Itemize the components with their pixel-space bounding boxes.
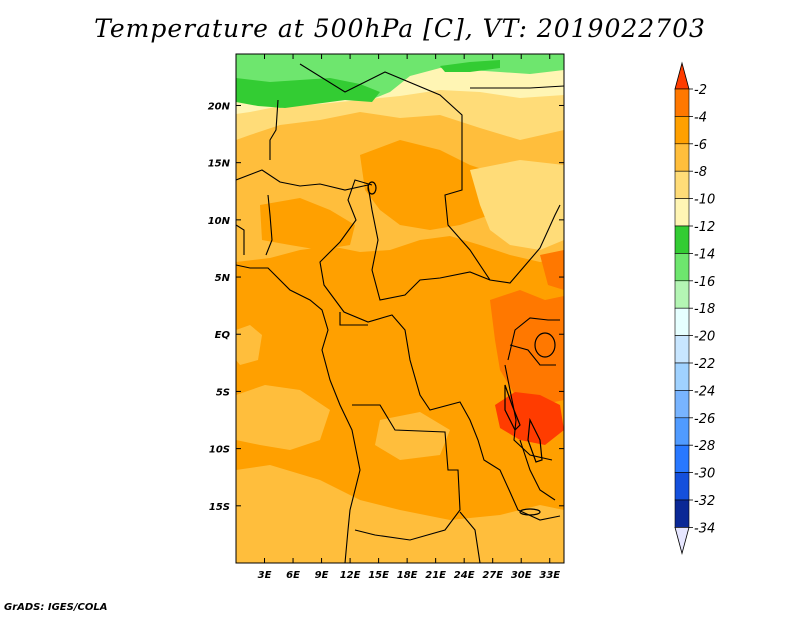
colorbar-label: -26 xyxy=(694,412,715,427)
x-tick-label: 15E xyxy=(368,570,389,581)
y-tick-label: 15S xyxy=(209,502,230,513)
y-tick-label: 5N xyxy=(215,273,231,284)
colorbar-box xyxy=(674,390,690,419)
colorbar-box xyxy=(674,225,690,254)
border-angola xyxy=(352,404,461,541)
colorbar-label: -6 xyxy=(694,138,707,153)
border-congo xyxy=(319,179,561,521)
colorbar-box xyxy=(674,143,690,172)
x-tick-label: 21E xyxy=(425,570,446,581)
y-tick-label: 10N xyxy=(208,216,231,227)
border-mali xyxy=(269,99,279,160)
y-tick-label: 10S xyxy=(209,445,230,456)
border-west-small xyxy=(236,224,245,255)
colorbar-label: -24 xyxy=(694,384,715,399)
colorbar-label: -18 xyxy=(694,302,715,317)
lakes xyxy=(367,181,556,516)
colorbar-label: -4 xyxy=(694,110,707,125)
colorbar-box xyxy=(674,362,690,391)
field-region-orange-chad xyxy=(360,140,510,230)
border-central xyxy=(236,169,491,301)
colorbar-box xyxy=(674,335,690,364)
x-tick-label: 3E xyxy=(258,570,272,581)
colorbar-label: -10 xyxy=(694,193,715,208)
lake-kariba xyxy=(519,508,541,516)
border-northern xyxy=(299,63,561,284)
y-axis: 20N 15N 10N 5N EQ 5S 10S 15S xyxy=(208,101,564,513)
field-region-green-2 xyxy=(440,60,500,72)
colorbar-box xyxy=(674,444,690,473)
colorbar-top-triangle xyxy=(674,61,690,90)
colorbar-box xyxy=(674,472,690,501)
border-benin xyxy=(265,194,273,256)
border-zambia xyxy=(459,511,481,563)
x-tick-label: 6E xyxy=(286,570,300,581)
x-tick-label: 12E xyxy=(340,570,361,581)
colorbar-label: -30 xyxy=(694,467,715,482)
x-tick-label: 18E xyxy=(397,570,418,581)
field-region-pale-sudan xyxy=(470,160,564,250)
colorbar-box xyxy=(674,280,690,309)
temperature-field xyxy=(236,54,564,563)
colorbar-label: -22 xyxy=(694,357,715,372)
colorbar-box xyxy=(674,88,690,117)
border-malawi xyxy=(519,439,556,501)
border-gabon xyxy=(339,312,368,326)
x-tick-label: 33E xyxy=(539,570,560,581)
x-axis: 3E 6E 9E 12E 15E 18E 21E 24E 27E 30E 33E xyxy=(258,54,560,581)
colorbar-bottom-triangle xyxy=(674,527,690,555)
colorbar-label: -34 xyxy=(694,521,715,536)
colorbar-label: -2 xyxy=(694,83,707,98)
border-egypt xyxy=(470,85,564,89)
field-region-light-south xyxy=(236,465,564,563)
y-tick-label: EQ xyxy=(215,330,231,341)
colorbar-box xyxy=(674,253,690,282)
field-region-light-2 xyxy=(236,385,330,450)
field-region-light-1 xyxy=(236,325,262,365)
border-east-2 xyxy=(509,344,556,366)
grads-credit: GrADS: IGES/COLA xyxy=(4,602,108,613)
colorbar-label: -14 xyxy=(694,247,715,262)
colorbar-label: -32 xyxy=(694,494,715,509)
map-frame xyxy=(235,53,565,564)
x-tick-label: 30E xyxy=(511,570,532,581)
lake-chad xyxy=(367,181,377,195)
colorbar-label: -8 xyxy=(694,165,707,180)
colorbar-box xyxy=(674,116,690,145)
coastline-west xyxy=(236,264,361,563)
x-tick-label: 24E xyxy=(454,570,475,581)
colorbar-box xyxy=(674,170,690,199)
field-region-warm-north xyxy=(540,250,564,290)
x-tick-label: 9E xyxy=(315,570,329,581)
colorbar: -2 -4 -6 -8 -10 -12 -14 -16 -18 -20 -22 -24 -26 -28 -3… xyxy=(674,61,715,555)
y-tick-label: 15N xyxy=(208,159,231,170)
lake-tanganyika xyxy=(504,384,521,432)
field-region-orange-north xyxy=(260,198,355,250)
field-region-warm xyxy=(490,290,564,405)
y-tick-label: 20N xyxy=(208,101,231,112)
field-region-light-3 xyxy=(375,412,450,460)
colorbar-box xyxy=(674,499,690,528)
colorbar-label: -20 xyxy=(694,330,715,345)
y-tick-label: 5S xyxy=(216,387,230,398)
field-region-green xyxy=(236,78,380,108)
lake-malawi xyxy=(527,417,543,463)
colorbar-label: -16 xyxy=(694,275,715,290)
lake-victoria xyxy=(534,332,556,358)
colorbar-box xyxy=(674,417,690,446)
map-title: Temperature at 500hPa [C], VT: 201902270… xyxy=(94,14,706,43)
colorbar-box xyxy=(674,307,690,336)
colorbar-label: -28 xyxy=(694,439,715,454)
border-east-1 xyxy=(507,317,560,361)
x-tick-label: 27E xyxy=(482,570,503,581)
colorbar-box xyxy=(674,198,690,227)
colorbar-label: -12 xyxy=(694,220,715,235)
